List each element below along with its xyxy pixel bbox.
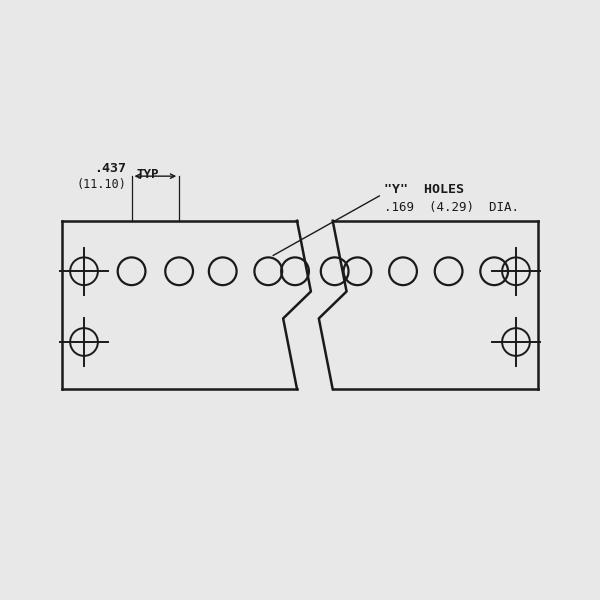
Text: .437: .437 [95,162,127,175]
Text: .169  (4.29)  DIA.: .169 (4.29) DIA. [384,201,519,214]
Text: TYP: TYP [137,167,159,181]
Text: "Y"  HOLES: "Y" HOLES [384,183,464,196]
Text: (11.10): (11.10) [77,178,127,191]
